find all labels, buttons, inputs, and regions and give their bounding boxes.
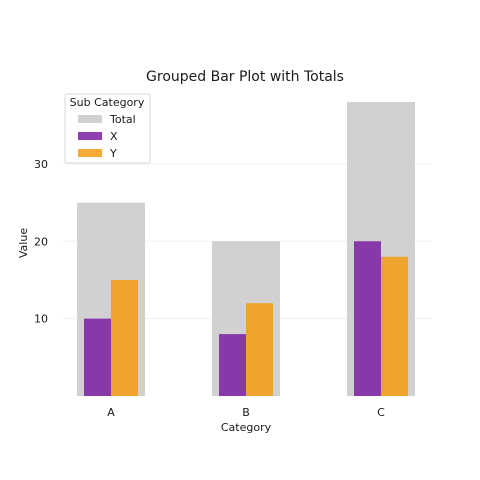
legend-swatch [78,132,102,140]
bars [77,102,415,396]
x-axis-ticks: A B C [107,406,385,419]
y-tick-label: 30 [34,158,48,171]
x-axis-label: Category [221,421,272,434]
bar-x [354,241,381,396]
bar-y [246,303,273,396]
legend-items: Total XY [78,113,136,160]
chart-title: Grouped Bar Plot with Totals [146,69,344,85]
legend-label: X [110,130,118,143]
bar-x [219,334,246,396]
x-tick-label: B [242,406,250,419]
y-tick-label: 10 [34,313,48,326]
y-axis-ticks: 10 20 30 [34,158,48,326]
bar-x [84,318,111,396]
y-axis-label: Value [17,228,30,258]
legend: Sub Category Total XY [64,93,151,164]
legend-frame [64,93,151,164]
legend-swatch [78,149,102,157]
x-tick-label: A [107,406,115,419]
legend-label: Total [109,113,136,126]
legend-label: Y [109,147,117,160]
legend-swatch [78,115,102,123]
x-tick-label: C [377,406,385,419]
bar-y [381,256,408,396]
legend-title: Sub Category [70,96,145,109]
bar-y [111,279,138,396]
y-tick-label: 20 [34,235,48,248]
